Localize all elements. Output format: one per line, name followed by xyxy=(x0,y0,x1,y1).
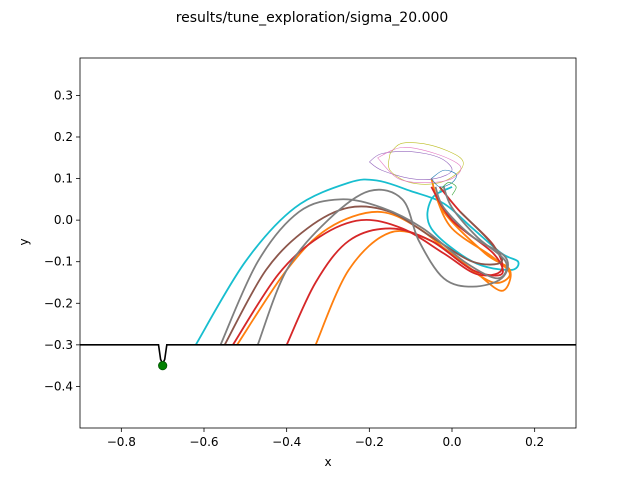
x-axis-ticks: −0.8 −0.6 −0.4 −0.2 0.0 0.2 xyxy=(107,428,544,449)
y-tick-label: 0.2 xyxy=(54,130,73,144)
x-tick-label: −0.2 xyxy=(355,435,384,449)
x-tick-label: −0.6 xyxy=(189,435,218,449)
trajectory-line-8 xyxy=(256,186,509,346)
trajectory-line-7 xyxy=(219,186,508,346)
trajectory-line-1 xyxy=(194,178,520,346)
x-tick-label: 0.0 xyxy=(442,435,461,449)
y-tick-label: −0.1 xyxy=(44,255,73,269)
trajectory-line-2 xyxy=(314,178,512,346)
goal-marker xyxy=(158,361,168,371)
trajectory-line-10 xyxy=(388,142,464,185)
axes-frame xyxy=(79,57,577,429)
x-tick-label: −0.4 xyxy=(272,435,301,449)
y-tick-label: 0.3 xyxy=(54,88,73,102)
chart-title: results/tune_exploration/sigma_20.000 xyxy=(176,10,449,26)
x-tick-label: 0.2 xyxy=(525,435,544,449)
y-tick-label: −0.3 xyxy=(44,338,73,352)
trajectory-line-12 xyxy=(431,169,457,188)
trajectory-line-11 xyxy=(377,147,462,184)
trajectory-line-13 xyxy=(439,182,457,196)
y-tick-label: 0.1 xyxy=(54,172,73,186)
y-axis-ticks: 0.3 0.2 0.1 0.0 −0.1 −0.2 −0.3 −0.4 xyxy=(44,88,80,393)
trajectory-line-9 xyxy=(369,151,453,180)
y-tick-label: −0.2 xyxy=(44,296,73,310)
x-tick-label: −0.8 xyxy=(107,435,136,449)
x-axis-label: x xyxy=(324,455,331,469)
plot-area xyxy=(80,142,576,371)
y-tick-label: −0.4 xyxy=(44,379,73,393)
y-axis-label: y xyxy=(17,238,31,245)
y-tick-label: 0.0 xyxy=(54,213,73,227)
